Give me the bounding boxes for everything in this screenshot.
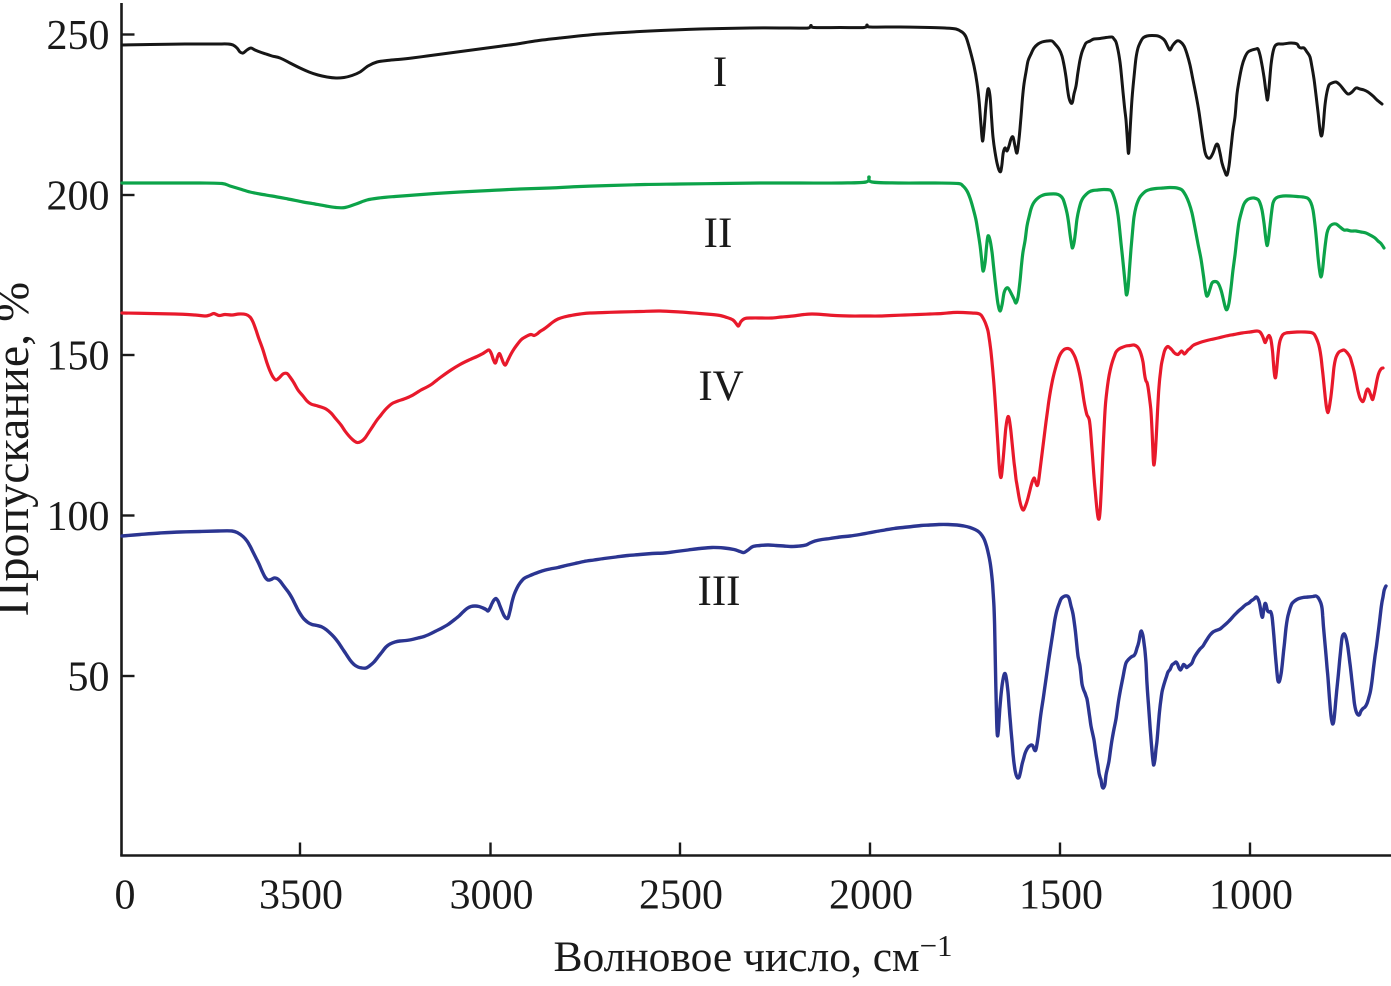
svg-text:Волновое число, см−1: Волновое число, см−1: [553, 928, 952, 981]
svg-text:1000: 1000: [1209, 873, 1293, 919]
svg-text:0: 0: [115, 873, 136, 919]
svg-text:100: 100: [47, 494, 110, 540]
svg-text:3000: 3000: [450, 873, 534, 919]
svg-text:II: II: [704, 210, 733, 257]
svg-text:I: I: [713, 49, 727, 96]
svg-text:150: 150: [47, 334, 110, 380]
svg-text:Пропускание, %: Пропускание, %: [0, 282, 39, 616]
svg-text:IV: IV: [698, 363, 743, 410]
svg-text:3500: 3500: [259, 873, 343, 919]
svg-text:50: 50: [68, 655, 110, 701]
svg-text:2000: 2000: [829, 873, 913, 919]
svg-text:250: 250: [47, 13, 110, 59]
svg-text:1500: 1500: [1019, 873, 1103, 919]
svg-text:2500: 2500: [639, 873, 723, 919]
svg-text:200: 200: [47, 174, 110, 220]
svg-text:III: III: [698, 568, 741, 615]
